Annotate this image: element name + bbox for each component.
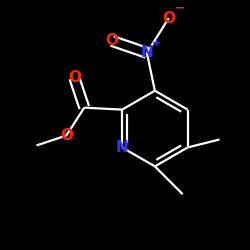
Text: O: O — [60, 128, 73, 143]
Text: N: N — [116, 140, 128, 155]
Text: O: O — [106, 34, 118, 48]
Text: O: O — [68, 70, 81, 85]
Text: +: + — [152, 38, 162, 48]
Text: O: O — [162, 10, 175, 26]
Text: −: − — [174, 2, 185, 15]
Text: N: N — [140, 46, 153, 60]
